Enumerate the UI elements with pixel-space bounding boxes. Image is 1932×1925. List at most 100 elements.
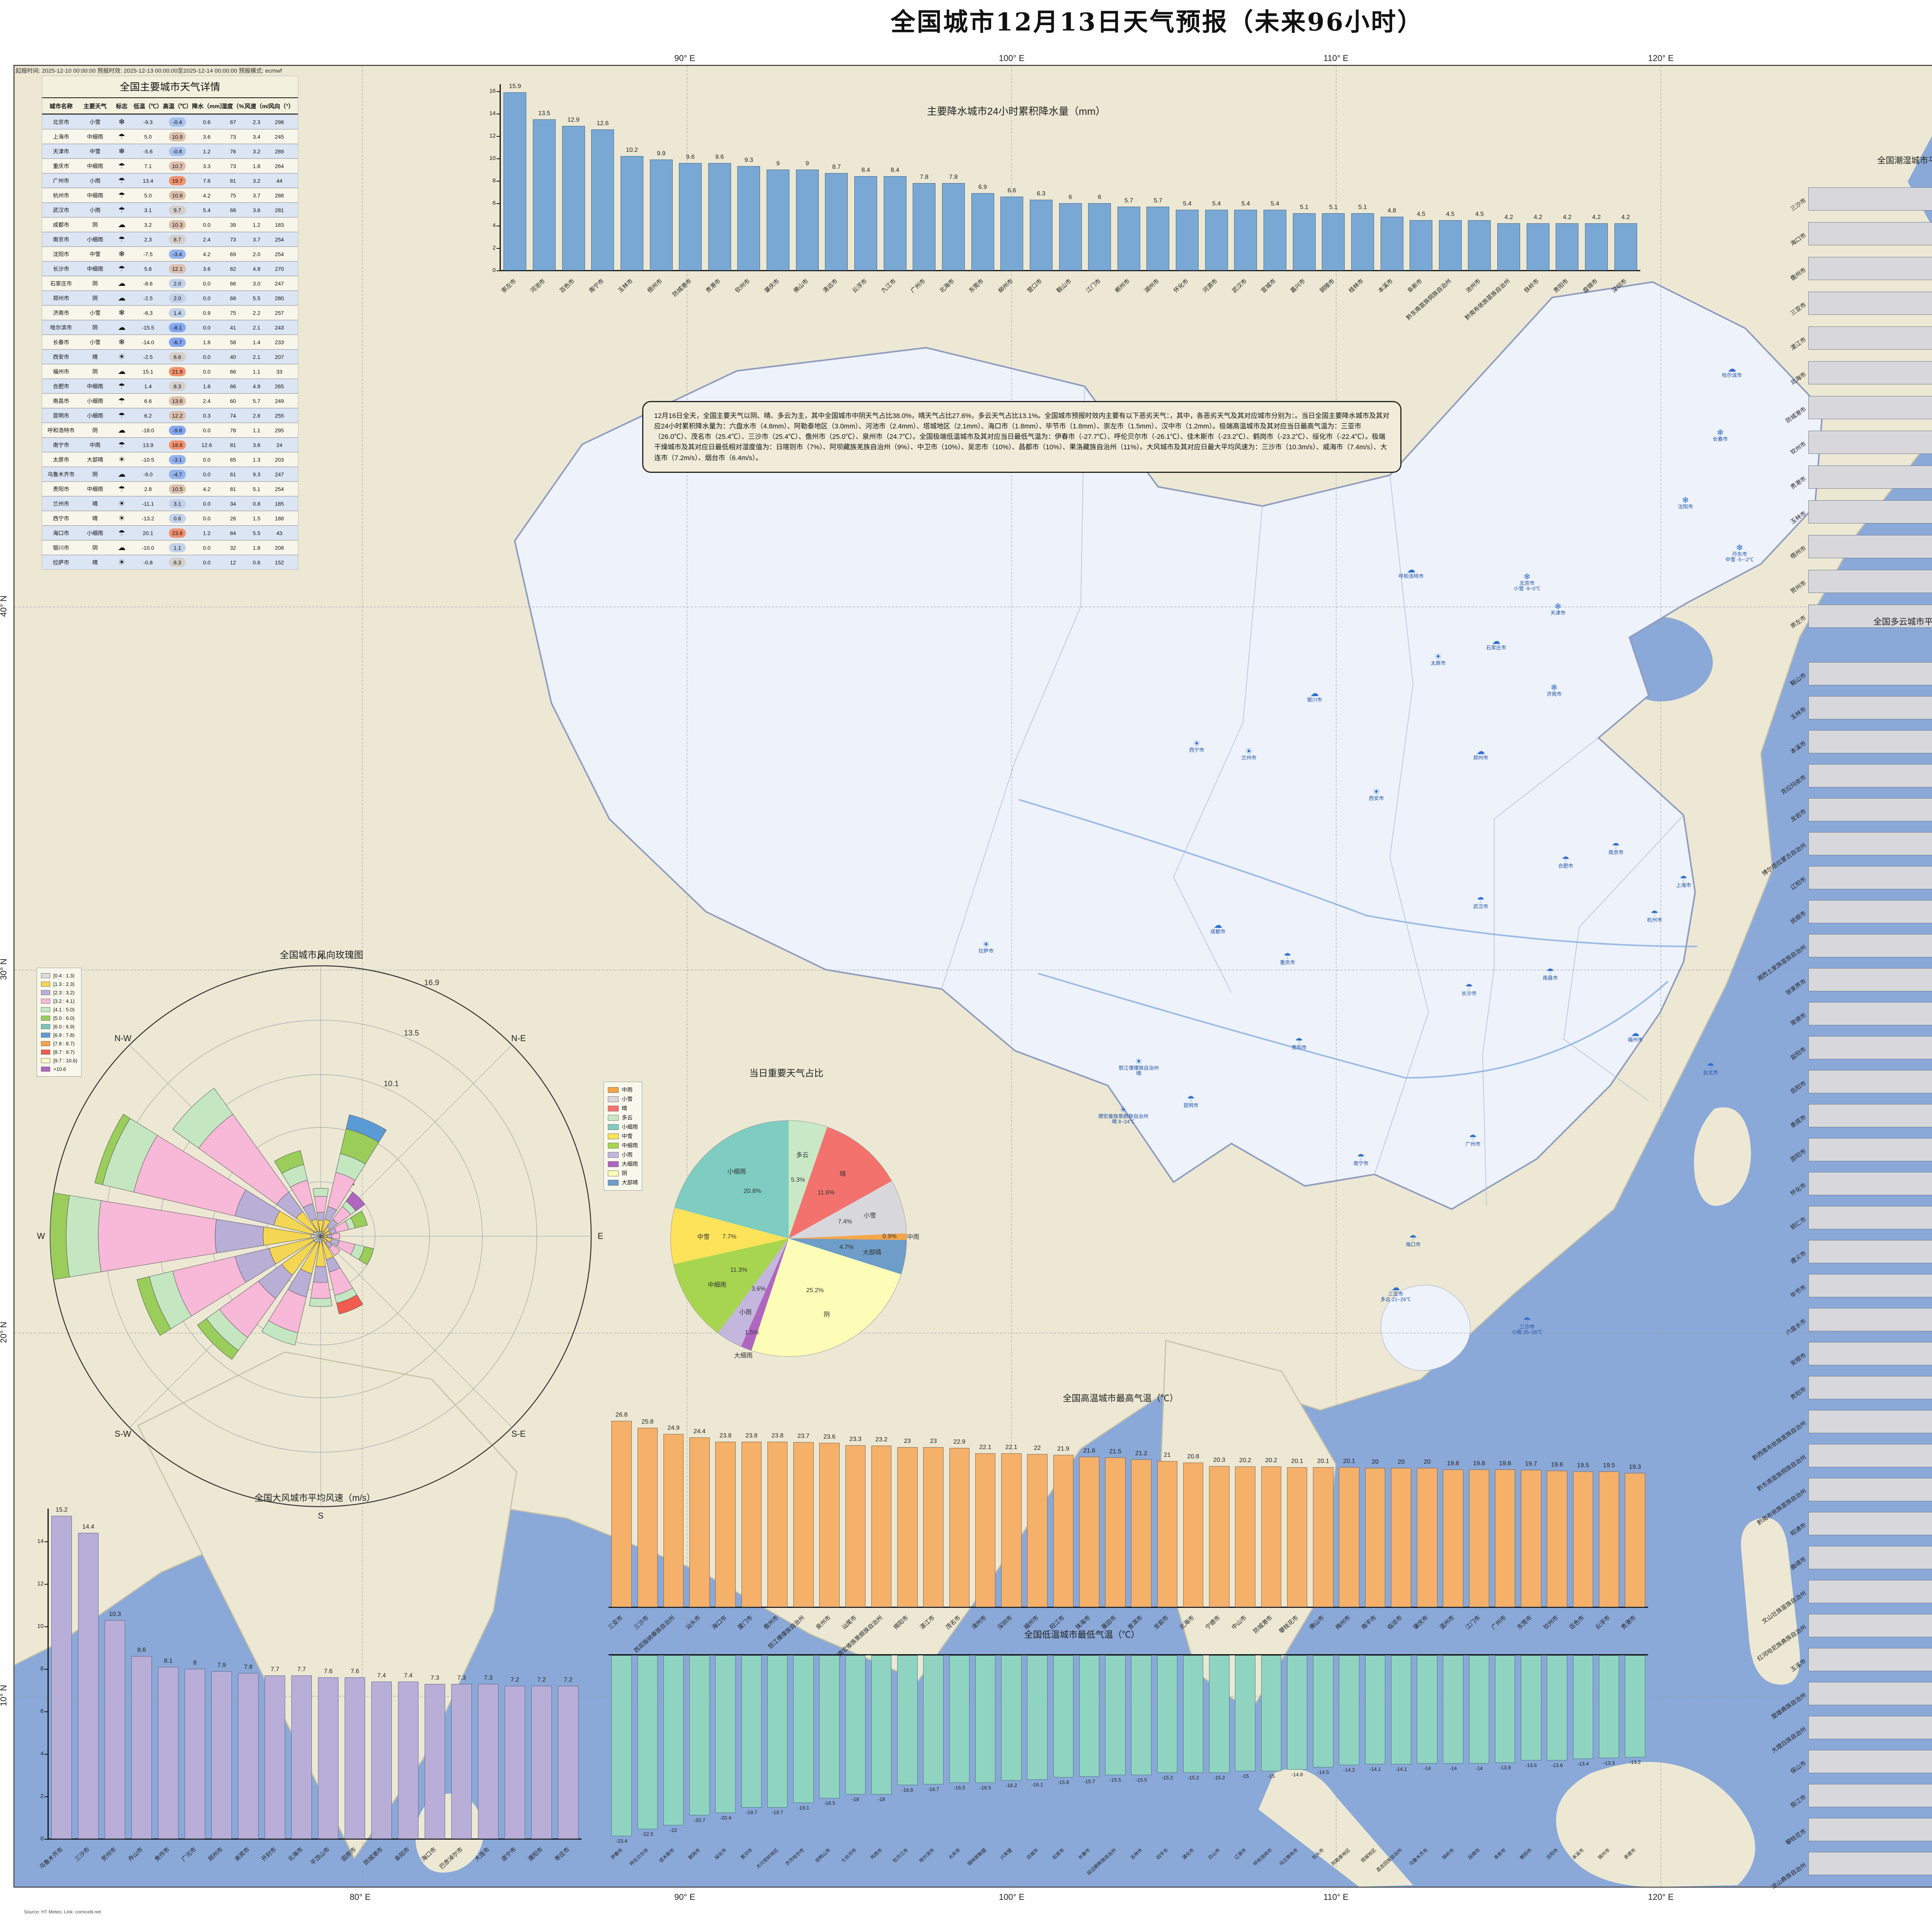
bar-value: 5.4 <box>1270 200 1279 207</box>
table-cell: -18.0 <box>142 427 154 433</box>
legend-item: 小雨 <box>608 1150 638 1159</box>
bar <box>845 1655 866 1794</box>
bar-value: 6.6 <box>1007 187 1016 194</box>
wind-chart-title: 全国大风城市平均风速（m/s） <box>254 1493 376 1503</box>
bar <box>1808 1784 1932 1807</box>
weather-icon: ☂ <box>118 133 125 141</box>
table-cell: 杭州市 <box>53 192 69 199</box>
rose-legend-item: [2.3 : 3.2) <box>41 988 77 997</box>
high-temp-chip: 10.3 <box>169 220 186 229</box>
rose-legend-label: [6.0 : 6.9) <box>53 1023 75 1030</box>
bar-value: -15.5 <box>1135 1777 1147 1783</box>
high-temp-chip: 0.6 <box>169 513 186 523</box>
bar <box>611 1655 632 1836</box>
high-temp-title: 全国高温城市最高气温（℃） <box>1063 1393 1179 1403</box>
table-cell: 西安市 <box>53 353 69 360</box>
source-note: Source: HT Meteo, Link: cornicelli.net <box>24 1909 101 1915</box>
bar <box>975 1453 996 1607</box>
bar <box>1808 1274 1932 1297</box>
rose-legend-item: [7.8 : 8.7) <box>41 1039 77 1048</box>
bar-value: 7.9 <box>217 1662 226 1668</box>
rose-legend-label: [8.7 : 9.7) <box>53 1049 75 1055</box>
table-cell: 32 <box>230 544 236 551</box>
weather-icon: ❄ <box>118 147 125 156</box>
rose-spoke <box>320 1236 512 1428</box>
bar-value: -14.1 <box>1395 1766 1407 1772</box>
table-cell: 26 <box>230 515 236 522</box>
table-row: 成都市 阴 ☁ 3.2 10.3 0.0 39 1.2 183 <box>42 217 298 232</box>
bar <box>1808 1818 1932 1841</box>
bar <box>1261 1655 1282 1771</box>
station-name: 天津市 <box>1550 610 1566 616</box>
table-cell: 3.1 <box>163 499 192 508</box>
low-temp-title: 全国低温城市最低气温（℃） <box>1024 1629 1140 1640</box>
weather-icon: ☂ <box>118 397 125 405</box>
table-title: 全国主要城市天气详情 <box>119 81 220 93</box>
pie-slice-pct: 5.3% <box>791 1176 805 1183</box>
bar-value: -14.2 <box>1343 1767 1355 1773</box>
table-row: 贵阳市 中细雨 ☂ 2.8 10.5 4.2 81 5.1 254 <box>42 481 298 496</box>
bar <box>1808 832 1932 855</box>
bar <box>663 1655 684 1825</box>
table-cell: 北京市 <box>53 119 69 125</box>
table-row: 合肥市 中细雨 ☂ 1.4 8.3 1.8 66 4.9 265 <box>42 379 298 393</box>
bar <box>819 1443 840 1607</box>
page-title: 全国城市12月13日天气预报（未来96小时） <box>890 8 1424 37</box>
table-cell: 245 <box>275 133 284 140</box>
bar <box>949 1655 970 1783</box>
bar <box>1339 1655 1359 1765</box>
table-cell: 0.0 <box>203 324 211 331</box>
pie-slice-label: 中雨 <box>907 1233 920 1240</box>
bar <box>1808 1512 1932 1535</box>
map-station: ☀ 西宁市 <box>1189 739 1204 753</box>
rose-direction-label: S <box>318 1511 324 1521</box>
bar-value: 20.1 <box>1343 1458 1355 1465</box>
rose-direction-label: N-W <box>114 1033 131 1043</box>
bar <box>1313 1467 1333 1607</box>
map-station: ☂ 杭州市 <box>1647 909 1662 923</box>
station-caption: 小雨 25~26℃ <box>1512 1329 1543 1335</box>
table-cell: 3.6 <box>253 207 260 213</box>
rain-icon: ☂ <box>1284 951 1291 961</box>
station-name: 南京市 <box>1608 850 1624 855</box>
bar <box>1808 1342 1932 1365</box>
y-tick-label: 8 <box>40 1665 44 1672</box>
bar-value: 7.6 <box>324 1668 333 1675</box>
bar <box>1339 1467 1359 1607</box>
column-header: 城市名称 <box>49 103 73 110</box>
station-name: 福州市 <box>1628 1037 1643 1043</box>
bar-value: -16.1 <box>1031 1782 1043 1787</box>
summary-text: 12月16日全天，全国主要天气以阴、晴、多云为主，其中全国城市中阴天气占比38.… <box>654 412 1389 462</box>
weather-icon: ☁ <box>118 544 126 552</box>
column-header: 主要天气 <box>83 103 107 110</box>
lat-label-left: 40° N <box>0 595 9 617</box>
table-cell: -9.0 <box>143 471 153 477</box>
sun-icon: ☀ <box>1193 739 1201 748</box>
bar <box>1391 1655 1412 1764</box>
bar <box>1808 605 1932 628</box>
map-station: ☂ 海口市 <box>1405 1234 1420 1247</box>
table-cell: 67 <box>230 119 236 125</box>
table-cell: 5.0 <box>144 133 152 140</box>
high-temp-chip: -3.1 <box>169 455 186 464</box>
table-cell: 66 <box>230 368 236 375</box>
table-row: 济南市 小雪 ❄ -6.3 1.4 0.9 75 2.2 257 <box>42 305 298 320</box>
y-tick-label: 0 <box>40 1835 44 1842</box>
table-cell: 10.5 <box>163 484 192 494</box>
lon-label-bottom: 120° E <box>1648 1892 1674 1902</box>
bar <box>78 1533 99 1839</box>
table-cell: 成都市 <box>53 221 69 228</box>
map-station: ☂ 合肥市 <box>1558 855 1573 869</box>
weather-icon: ☂ <box>118 235 125 244</box>
pie-slice-pct: 3.6% <box>751 1285 766 1292</box>
bar-value: -13.4 <box>1577 1761 1589 1767</box>
bar-value: 19.5 <box>1603 1462 1615 1469</box>
bar-value: 20 <box>1398 1459 1405 1465</box>
sun-icon: ☀ <box>1135 1057 1143 1066</box>
rose-petal-segment <box>313 1266 328 1283</box>
table-cell: 4.2 <box>203 192 211 199</box>
bar-value: 9.6 <box>686 153 695 160</box>
map-station: ☁ 三亚市 多云 21~26℃ <box>1380 1283 1411 1302</box>
legend-item: 小雪 <box>608 1094 638 1104</box>
bar-value: 25.8 <box>641 1418 654 1425</box>
